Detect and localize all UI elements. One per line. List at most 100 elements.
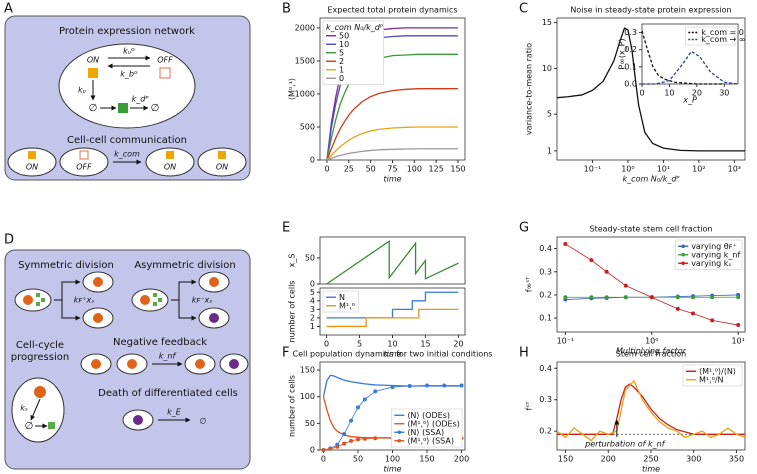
x-tick-label: 25 bbox=[344, 165, 354, 174]
panel-label: E bbox=[282, 221, 290, 236]
x-tick-label: 350 bbox=[729, 455, 744, 464]
legend-label: ⟨M¹,⁰⟩ (ODEs) bbox=[407, 419, 460, 428]
x-tick-label: 10² bbox=[692, 165, 705, 174]
data-point bbox=[342, 432, 347, 436]
arrow bbox=[30, 398, 41, 421]
chart-title: Cell population dynamics for two initial… bbox=[293, 350, 493, 359]
data-point bbox=[675, 306, 680, 311]
rate-label: k_com bbox=[114, 150, 140, 159]
chart-title: Noise in steady-state protein expression bbox=[570, 6, 731, 15]
panel-label: G bbox=[519, 221, 529, 236]
data-point bbox=[342, 441, 347, 446]
empty-set: ∅ bbox=[151, 103, 160, 114]
y-tick-label: 3 bbox=[310, 305, 315, 314]
data-point bbox=[690, 311, 695, 316]
nucleus bbox=[195, 359, 205, 369]
y-axis-label: P∞(x_P) bbox=[618, 38, 627, 69]
cell bbox=[59, 147, 109, 177]
x-axis-label: Multiplying factor bbox=[616, 347, 687, 356]
legend-label: M¹,⁰/N bbox=[699, 375, 724, 384]
cell bbox=[7, 147, 57, 177]
x-tick-label: 300 bbox=[686, 455, 701, 464]
diagram-title: Negative feedback bbox=[113, 337, 207, 348]
data-point bbox=[690, 295, 695, 300]
data-point bbox=[459, 383, 464, 388]
nucleus bbox=[229, 359, 239, 369]
panel-label: C bbox=[519, 2, 528, 17]
panel-label: B bbox=[282, 2, 291, 17]
y-tick-label: 100 bbox=[300, 392, 315, 401]
data-point bbox=[649, 295, 654, 300]
gene-off bbox=[79, 150, 89, 160]
legend-label: k_com → ∞ bbox=[701, 35, 745, 44]
x-tick-label: 10⁻¹ bbox=[584, 165, 602, 174]
rate-label: k_dᴾ bbox=[132, 95, 150, 104]
series-line bbox=[556, 27, 745, 152]
rate-label: kₚ bbox=[78, 86, 87, 95]
data-point bbox=[736, 295, 741, 300]
protein bbox=[41, 298, 45, 302]
y-tick-label: 0.3 bbox=[539, 395, 552, 404]
nucleus bbox=[133, 415, 143, 425]
y-tick-label: 1 bbox=[547, 146, 552, 155]
data-point bbox=[589, 295, 594, 300]
state-label: OFF bbox=[157, 56, 173, 65]
x-axis-label: k_com N₀/k_dᴾ bbox=[623, 175, 681, 184]
empty-set: ∅ bbox=[200, 417, 207, 426]
state-label: OFF bbox=[76, 163, 92, 172]
y-tick-label: 0.2 bbox=[539, 290, 552, 299]
y-tick-label: 0 bbox=[310, 156, 315, 165]
gene-on bbox=[88, 68, 98, 78]
series-line bbox=[326, 88, 459, 161]
x-tick-label: 200 bbox=[601, 455, 616, 464]
data-point bbox=[349, 438, 354, 443]
x-tick-label: 5 bbox=[357, 340, 362, 349]
y-tick-label: 0.4 bbox=[539, 244, 552, 253]
data-point bbox=[373, 389, 378, 394]
legend-label: ⟨N⟩ (ODEs) bbox=[407, 411, 450, 420]
x-tick-label: 150 bbox=[558, 455, 573, 464]
y-axis-label: x_S bbox=[288, 254, 297, 268]
gene-on bbox=[218, 151, 226, 159]
legend-label: k_com = 0 bbox=[701, 28, 744, 37]
y-tick-label: 0.2 bbox=[539, 427, 552, 436]
chart-title: Expected total protein dynamics bbox=[327, 6, 457, 15]
protein bbox=[158, 298, 162, 302]
nucleus bbox=[23, 295, 33, 305]
y-tick-label: 2000 bbox=[295, 23, 315, 32]
nucleus bbox=[209, 277, 219, 287]
protein bbox=[153, 293, 157, 297]
legend-marker bbox=[397, 430, 402, 435]
x-tick-label: 10⁰ bbox=[645, 337, 658, 346]
arrow bbox=[178, 300, 197, 321]
x-axis-label: time bbox=[383, 350, 401, 359]
data-point bbox=[604, 295, 609, 300]
x-tick-label: 10 bbox=[664, 89, 674, 98]
panel-label: A bbox=[4, 2, 13, 17]
series-line bbox=[326, 148, 459, 161]
x-tick-label: 200 bbox=[454, 455, 469, 464]
y-axis-label: fˢᵀ bbox=[525, 401, 534, 411]
diagram-title: Asymmetric division bbox=[134, 260, 235, 271]
diagram-title: Symmetric division bbox=[18, 260, 114, 271]
nucleus bbox=[209, 313, 219, 323]
nucleus bbox=[127, 359, 137, 369]
y-tick-label: 0.1 bbox=[624, 62, 637, 71]
legend-label: 2 bbox=[339, 57, 344, 66]
data-point bbox=[623, 295, 628, 300]
series-line bbox=[326, 308, 459, 328]
panel-label: H bbox=[519, 346, 529, 361]
cell bbox=[145, 147, 195, 177]
legend-marker bbox=[681, 244, 685, 249]
series-line bbox=[326, 239, 459, 285]
protein bbox=[153, 302, 157, 306]
protein bbox=[36, 293, 40, 297]
rate-label: k_E bbox=[167, 408, 182, 417]
x-tick-label: 100 bbox=[385, 455, 400, 464]
diagram-title: Protein expression network bbox=[59, 26, 195, 37]
data-point bbox=[407, 384, 412, 388]
y-tick-label: 500 bbox=[300, 122, 315, 131]
y-tick-label: 0 bbox=[310, 280, 315, 289]
data-point bbox=[355, 437, 360, 442]
